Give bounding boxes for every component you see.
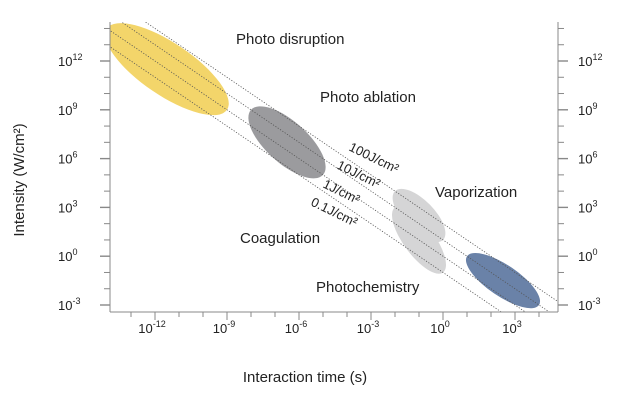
fluence-line-1 [120, 22, 551, 312]
y-tick-label-right: 103 [578, 198, 597, 215]
coagulation-label: Coagulation [240, 230, 320, 247]
y-axis-label: Intensity (W/cm²) [11, 123, 28, 236]
y-tick-label-right: 109 [578, 101, 597, 118]
x-tick-label: 100 [430, 319, 449, 336]
y-tick-label-left: 109 [58, 101, 77, 118]
y-tick-label-right: 106 [578, 150, 597, 167]
vaporization-label: Vaporization [435, 184, 517, 201]
y-tick-label-left: 10-3 [58, 296, 80, 313]
y-tick-label-left: 1012 [58, 52, 82, 69]
coagulation-region [392, 206, 446, 274]
fluence-line-3 [110, 46, 503, 312]
y-tick-label-right: 10-3 [578, 296, 600, 313]
vaporization-region [392, 188, 446, 243]
photo-ablation-label: Photo ablation [320, 89, 416, 106]
photo-ablation-region [248, 106, 326, 179]
fluence-line-0 [144, 22, 558, 303]
x-axis-label: Interaction time (s) [243, 369, 367, 386]
x-tick-label: 10-12 [138, 319, 165, 336]
y-tick-label-left: 100 [58, 247, 77, 264]
y-tick-label-right: 100 [578, 247, 597, 264]
x-tick-label: 10-6 [285, 319, 307, 336]
x-tick-label: 103 [502, 319, 521, 336]
y-tick-label-left: 103 [58, 198, 77, 215]
photochemistry-label: Photochemistry [316, 279, 420, 296]
y-tick-label-right: 1012 [578, 52, 602, 69]
x-tick-label: 10-9 [213, 319, 235, 336]
y-tick-label-left: 106 [58, 150, 77, 167]
fluence-line-2 [110, 30, 527, 312]
photo-disruption-label: Photo disruption [236, 31, 344, 48]
x-tick-label: 10-3 [357, 319, 379, 336]
